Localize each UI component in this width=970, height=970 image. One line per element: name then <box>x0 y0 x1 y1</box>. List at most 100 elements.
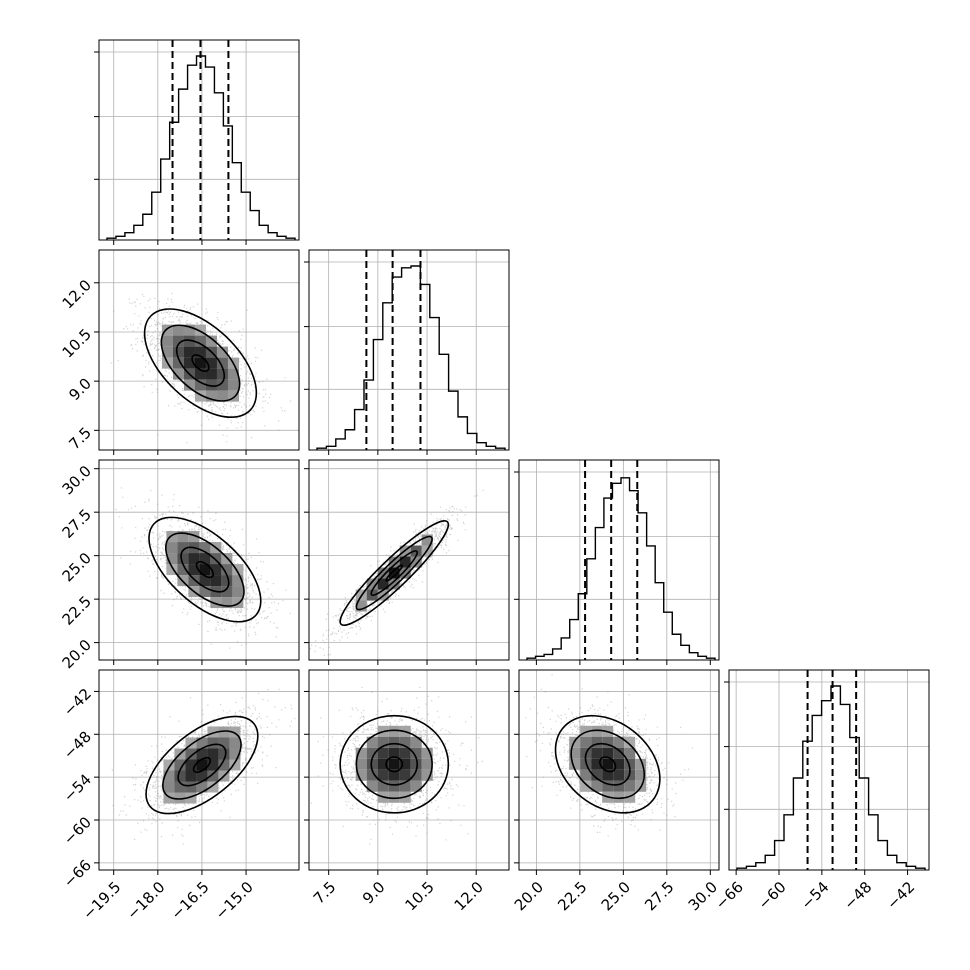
density-cell <box>218 759 230 771</box>
density-cell <box>194 379 206 391</box>
density-cell <box>377 567 389 579</box>
density-cell <box>410 736 422 748</box>
density-cell <box>613 780 625 792</box>
density-cell <box>624 758 636 770</box>
density-cell <box>377 758 389 770</box>
x-tick-label: 9.0 <box>359 878 389 908</box>
density-cell <box>355 758 367 770</box>
density-cell <box>166 542 178 554</box>
density-cell <box>366 736 378 748</box>
density-cell <box>216 346 228 358</box>
density-cell <box>591 736 603 748</box>
y-tick-label: 22.5 <box>59 592 95 628</box>
density-cell <box>185 737 197 749</box>
density-cell <box>218 748 230 760</box>
density-contour <box>164 532 245 607</box>
density-cell <box>388 758 400 770</box>
density-contour <box>570 729 646 800</box>
panel-frame <box>98 459 300 661</box>
density-contour <box>554 714 661 814</box>
x-tick-label: 22.5 <box>554 878 590 914</box>
density-cell <box>194 390 206 402</box>
y-tick-label: 27.5 <box>59 505 95 541</box>
density-cell <box>388 556 400 568</box>
density-cell <box>602 747 614 759</box>
density-cell <box>177 553 189 565</box>
x-tick-label: −42 <box>883 878 918 913</box>
density-cell <box>227 379 239 391</box>
density-cell <box>207 726 219 738</box>
density-cell <box>399 556 411 568</box>
density-cell <box>177 542 189 554</box>
density-cell <box>207 781 219 793</box>
density-cell <box>221 586 233 598</box>
density-cell <box>166 531 178 543</box>
x-tick-label: 12.0 <box>451 878 487 914</box>
density-contour <box>177 743 227 787</box>
density-cell <box>569 758 581 770</box>
density-cell <box>388 747 400 759</box>
density-cell <box>366 747 378 759</box>
panel-frame <box>308 669 510 871</box>
density-cell <box>194 324 206 336</box>
density-contour <box>370 550 419 597</box>
y-tick-label: −66 <box>60 856 95 891</box>
density-cell <box>377 747 389 759</box>
density-cell <box>229 737 241 749</box>
density-cell <box>613 769 625 781</box>
x-tick-label: 20.0 <box>511 878 547 914</box>
density-cell <box>227 390 239 402</box>
y-tick-label: 20.0 <box>59 636 95 672</box>
density-cell <box>421 769 433 781</box>
density-cell <box>232 564 244 576</box>
density-cell <box>388 578 400 590</box>
joint-panel-3-2 <box>519 670 719 870</box>
density-cell <box>355 747 367 759</box>
density-cell <box>388 780 400 792</box>
x-tick-label: −48 <box>840 878 875 913</box>
density-contour <box>599 756 617 773</box>
density-cell <box>421 758 433 770</box>
density-cell <box>602 736 614 748</box>
density-cell <box>410 747 422 759</box>
density-cell <box>366 758 378 770</box>
density-cell <box>399 567 411 579</box>
density-cell <box>399 747 411 759</box>
density-cell <box>174 759 186 771</box>
density-cell <box>399 758 411 770</box>
x-tick-label: 7.5 <box>310 878 340 908</box>
density-contour <box>385 756 404 773</box>
histogram-step <box>526 477 716 660</box>
panel-frame <box>98 249 300 451</box>
density-cell <box>624 780 636 792</box>
density-cell <box>188 575 200 587</box>
y-tick-label: −48 <box>60 728 95 763</box>
density-cell <box>377 578 389 590</box>
density-cell <box>207 770 219 782</box>
density-cell <box>199 553 211 565</box>
density-cell <box>163 759 175 771</box>
density-contour <box>192 756 212 774</box>
density-cell <box>613 736 625 748</box>
y-tick-label: 25.0 <box>59 549 95 585</box>
density-cell <box>355 769 367 781</box>
density-cell <box>185 748 197 760</box>
joint-panel-2-1 <box>309 460 509 660</box>
density-cell <box>207 737 219 749</box>
density-contour <box>145 715 259 815</box>
x-tick-label: 25.0 <box>598 878 634 914</box>
density-cell <box>216 357 228 369</box>
density-contour <box>355 535 433 611</box>
y-tick-label: 7.5 <box>65 424 95 454</box>
density-cell <box>216 379 228 391</box>
density-contour <box>148 516 262 623</box>
density-cell <box>569 747 581 759</box>
density-cell <box>163 770 175 782</box>
density-cell <box>174 770 186 782</box>
density-cell <box>388 736 400 748</box>
joint-panel-1-0 <box>99 250 299 450</box>
density-cell <box>388 791 400 803</box>
density-cell <box>410 780 422 792</box>
x-tick-label: −19.5 <box>79 878 124 923</box>
density-cell <box>591 780 603 792</box>
